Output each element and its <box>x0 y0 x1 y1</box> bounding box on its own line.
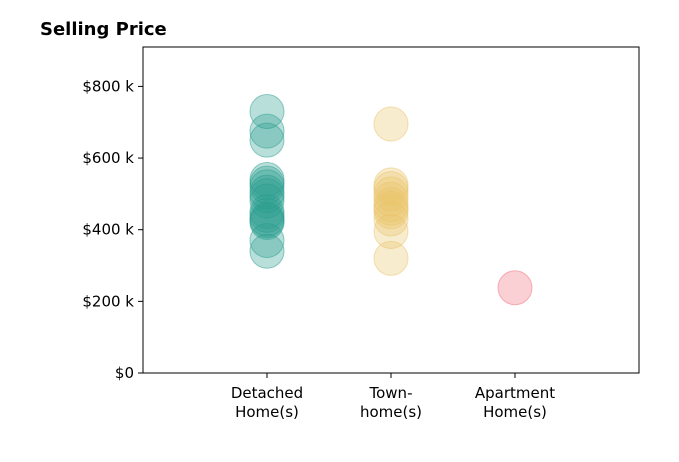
data-point <box>373 181 409 217</box>
data-point <box>249 233 285 269</box>
data-point <box>373 176 409 212</box>
y-tick-label: $200 k <box>82 292 134 310</box>
data-point <box>249 222 285 258</box>
x-axis: Detached Home(s)Town-home(s)Apartment Home… <box>231 373 555 421</box>
y-tick-label: $600 k <box>82 149 134 167</box>
data-point <box>497 270 533 306</box>
x-tick-label-line: home(s) <box>360 403 422 421</box>
data-point <box>249 93 285 129</box>
data-point <box>249 113 285 149</box>
y-tick-label: $400 k <box>82 221 134 239</box>
x-tick-label-line: Apartment <box>475 384 555 402</box>
data-point <box>249 122 285 158</box>
x-tick-label: Town-home(s) <box>360 384 422 421</box>
data-point <box>249 205 285 241</box>
y-axis: $0 $200 k $400 k $600 k $800 k <box>82 77 143 382</box>
x-tick-label-line: Home(s) <box>483 403 547 421</box>
data-point <box>373 201 409 237</box>
chart-title: Selling Price <box>40 19 167 40</box>
data-point <box>373 194 409 230</box>
data-points <box>249 93 533 306</box>
x-tick-label: Detached Home(s) <box>231 384 303 421</box>
x-tick-label-line: Town- <box>369 384 413 402</box>
x-tick-label-line: Home(s) <box>235 403 299 421</box>
x-tick-label-line: Detached <box>231 384 303 402</box>
y-tick-label: $800 k <box>82 77 134 95</box>
data-point <box>373 106 409 142</box>
y-tick-label: $0 <box>115 364 134 382</box>
x-tick-label: Apartment Home(s) <box>475 384 555 421</box>
data-point <box>373 240 409 276</box>
data-point <box>249 183 285 219</box>
data-point <box>373 213 409 249</box>
